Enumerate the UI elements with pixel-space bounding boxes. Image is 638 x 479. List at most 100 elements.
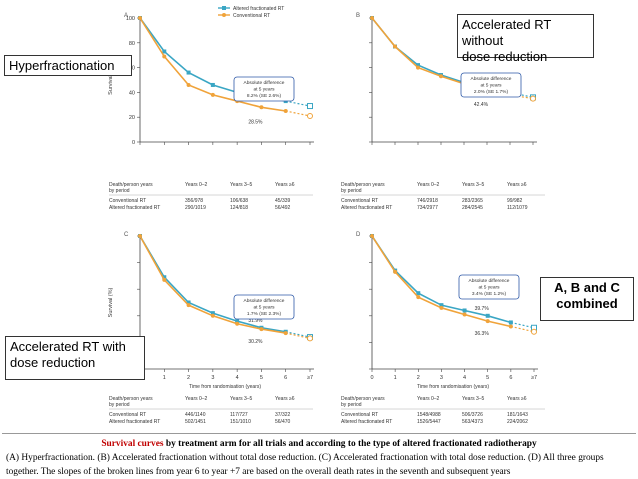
table-cell: 506/3726 — [462, 412, 483, 418]
data-point — [485, 319, 490, 324]
legend-marker — [222, 6, 226, 10]
difference-text: Absolute difference — [469, 278, 510, 284]
table-header: by period — [341, 188, 362, 194]
table-header: Years 0–2 — [185, 396, 208, 402]
difference-text: at 5 years — [478, 285, 500, 291]
table-header: Years 3–5 — [230, 396, 253, 402]
table-cell: 45/339 — [275, 198, 291, 204]
x-tick-label: ≥7 — [307, 375, 313, 381]
table-cell: 1548/4988 — [417, 412, 441, 418]
data-point — [416, 295, 421, 300]
table-header: by period — [341, 402, 362, 408]
data-point — [370, 16, 374, 20]
series-extension — [285, 110, 311, 117]
data-point — [235, 319, 240, 324]
table-header: by period — [109, 188, 130, 194]
data-point — [370, 234, 374, 238]
table-cell: 99/982 — [507, 198, 523, 204]
data-point — [439, 303, 444, 308]
data-point — [138, 234, 142, 238]
data-point — [462, 312, 467, 317]
x-axis-label: Time from randomisation (years) — [417, 384, 489, 390]
extension-marker — [307, 335, 313, 342]
x-tick-label: 6 — [509, 375, 512, 381]
table-cell: 181/1643 — [507, 412, 528, 418]
data-point — [210, 311, 215, 316]
table-header: Years ≥6 — [275, 182, 295, 188]
panel-letter: B — [356, 13, 360, 19]
x-tick-label: 4 — [463, 375, 466, 381]
difference-text: 3.4% (SE 1.2%) — [472, 291, 507, 297]
difference-text: Absolute difference — [244, 298, 285, 304]
data-point — [485, 313, 490, 318]
series-extension — [510, 321, 535, 329]
data-point — [210, 92, 215, 97]
y-tick-label: 80 — [129, 41, 135, 47]
y-tick-label: 0 — [132, 140, 135, 146]
data-point — [138, 16, 142, 20]
data-point — [162, 49, 167, 54]
x-tick-label: 3 — [440, 375, 443, 381]
x-tick-label: 1 — [394, 375, 397, 381]
callout-hyper-text: Hyperfractionation — [9, 58, 115, 73]
data-point — [439, 74, 443, 79]
callout-combined: A, B and C combined — [540, 277, 634, 321]
data-point — [462, 308, 467, 313]
table-cell: 1526/5447 — [417, 419, 441, 425]
data-point — [210, 82, 215, 87]
x-tick-label: 4 — [236, 375, 239, 381]
panel-letter: A — [124, 13, 128, 19]
callout-accel-with-line1: Accelerated RT with — [10, 339, 126, 354]
data-point — [259, 327, 264, 332]
difference-text: at 5 years — [253, 305, 275, 311]
callout-combined-line1: A, B and C — [554, 280, 620, 295]
x-tick-label: 2 — [417, 375, 420, 381]
table-cell: 446/1140 — [185, 412, 206, 418]
data-point — [162, 277, 167, 282]
table-cell: 283/2365 — [462, 198, 483, 204]
table-header: Years ≥6 — [507, 396, 527, 402]
chart-a: A020406080100Survival (%)36.7%28.5%Absol… — [108, 6, 314, 211]
callout-accel-with: Accelerated RT with dose reduction — [5, 336, 145, 380]
data-point — [186, 70, 191, 75]
x-tick-label: 2 — [187, 375, 190, 381]
table-header: Years 0–2 — [417, 396, 440, 402]
difference-text: Absolute difference — [244, 80, 285, 86]
table-header: Years 3–5 — [230, 182, 253, 188]
table-cell: 734/2977 — [417, 205, 438, 211]
table-cell: Conventional RT — [109, 412, 146, 418]
table-cell: 224/2062 — [507, 419, 528, 425]
data-point — [186, 82, 191, 87]
difference-box — [460, 72, 522, 98]
extension-marker — [530, 95, 536, 102]
legend-label: Altered fractionated RT — [233, 6, 284, 12]
data-point — [439, 305, 444, 310]
table-header: Years 0–2 — [185, 182, 208, 188]
data-point — [259, 105, 264, 110]
table-cell: 124/818 — [230, 205, 248, 211]
x-tick-label: 6 — [284, 375, 287, 381]
legend-label: Conventional RT — [233, 13, 270, 19]
data-point — [393, 269, 398, 274]
panel-a: A020406080100Survival (%)36.7%28.5%Absol… — [0, 0, 330, 230]
difference-box — [233, 294, 295, 320]
y-tick-label: 40 — [129, 90, 135, 96]
x-tick-label: 5 — [260, 375, 263, 381]
callout-accel-without-line1: Accelerated RT without — [462, 17, 552, 48]
table-header: Years 3–5 — [462, 182, 485, 188]
x-tick-label: ≥7 — [531, 375, 537, 381]
table-cell: Conventional RT — [341, 198, 378, 204]
table-cell: 356/978 — [185, 198, 203, 204]
y-tick-label: 100 — [126, 16, 135, 22]
table-cell: 290/1019 — [185, 205, 206, 211]
point-label: 39.7% — [475, 306, 490, 312]
table-cell: 284/2545 — [462, 205, 483, 211]
difference-text: at 5 years — [253, 87, 275, 93]
x-tick-label: 0 — [370, 375, 373, 381]
table-header: Death/person years — [341, 396, 385, 402]
difference-text: 2.0% (SE 1.7%) — [474, 89, 509, 95]
